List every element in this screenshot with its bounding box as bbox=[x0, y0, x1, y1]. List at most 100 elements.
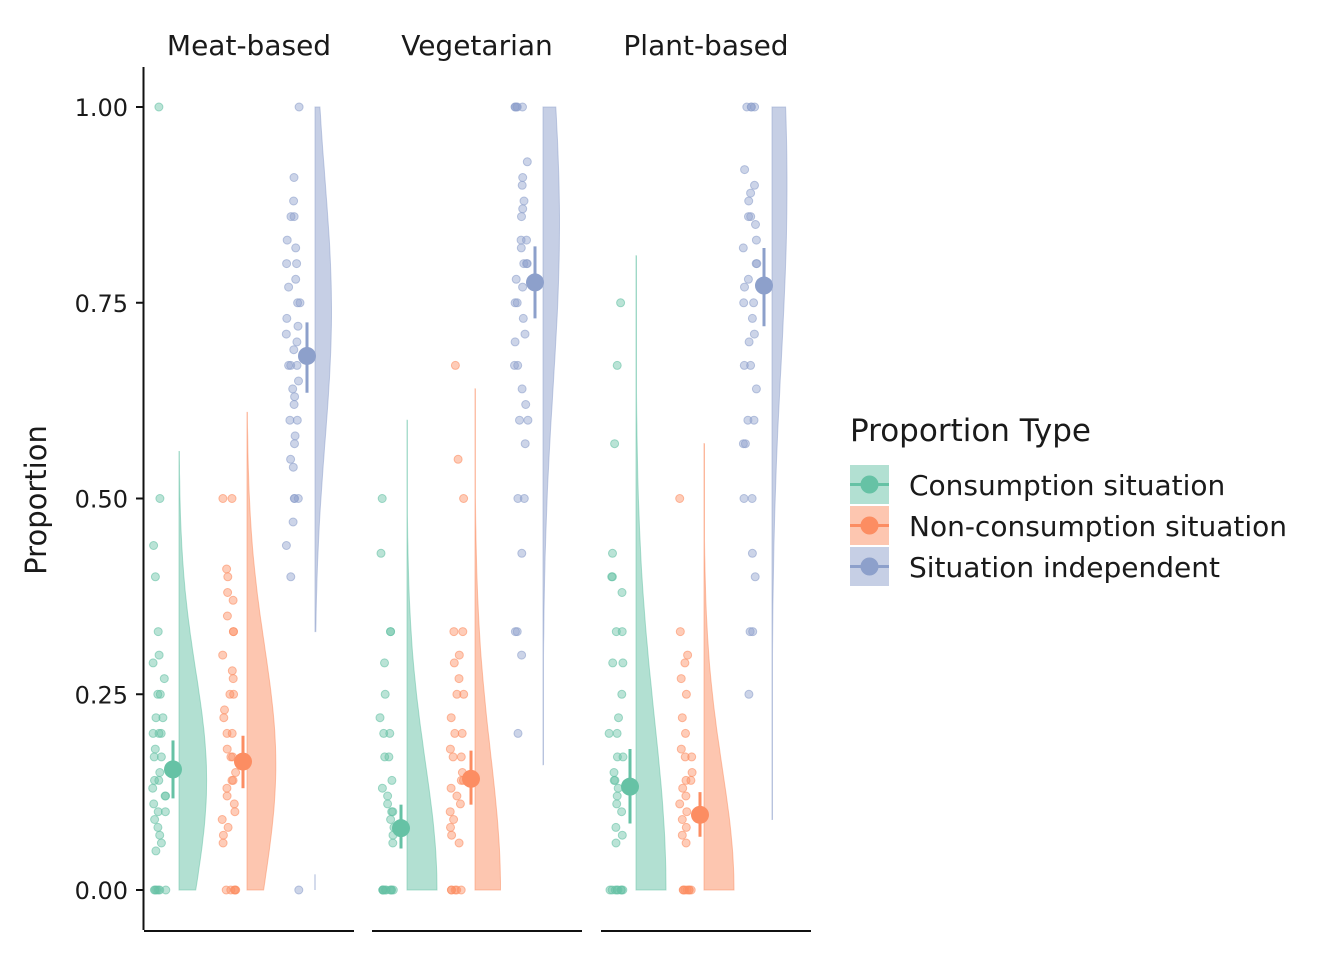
data-point bbox=[445, 807, 455, 817]
data-point bbox=[282, 313, 292, 323]
data-point bbox=[222, 744, 232, 754]
data-point bbox=[294, 885, 304, 895]
data-point bbox=[225, 689, 235, 699]
data-point bbox=[380, 689, 390, 699]
data-point bbox=[517, 548, 527, 558]
data-point bbox=[449, 627, 459, 637]
panel-meat-based: Meat-based bbox=[144, 29, 354, 932]
data-point bbox=[682, 807, 692, 817]
mean-point bbox=[234, 752, 252, 771]
density-half-violin bbox=[246, 411, 277, 891]
data-point bbox=[149, 752, 159, 762]
data-point bbox=[516, 243, 526, 253]
data-point bbox=[746, 212, 756, 222]
data-point bbox=[617, 807, 627, 817]
data-point bbox=[612, 360, 622, 370]
data-point bbox=[217, 815, 227, 824]
data-point bbox=[676, 744, 686, 754]
y-axis: 0.00 0.25 0.50 0.75 1.00 bbox=[75, 67, 145, 930]
data-point bbox=[282, 235, 292, 245]
data-point bbox=[229, 799, 239, 809]
data-point bbox=[517, 384, 527, 394]
data-point bbox=[746, 102, 756, 112]
data-point bbox=[454, 838, 464, 848]
data-point bbox=[377, 783, 387, 793]
data-point bbox=[153, 689, 163, 699]
data-point bbox=[751, 384, 761, 394]
data-point bbox=[751, 220, 760, 229]
series-non-consumption-situation-vegetarian bbox=[445, 360, 501, 895]
data-point bbox=[612, 728, 622, 738]
data-point bbox=[748, 627, 758, 637]
series-non-consumption-situation-plant-based bbox=[675, 443, 735, 895]
data-point bbox=[293, 298, 303, 308]
panel-vegetarian: Vegetarian bbox=[372, 29, 582, 932]
series-consumption-situation-plant-based bbox=[604, 255, 667, 895]
data-point bbox=[455, 799, 465, 809]
data-point bbox=[220, 705, 229, 715]
data-point bbox=[454, 674, 464, 684]
legend-label: Consumption situation bbox=[909, 469, 1225, 502]
data-point bbox=[459, 494, 469, 503]
data-point bbox=[611, 822, 621, 832]
data-point bbox=[459, 689, 469, 699]
mean-point bbox=[164, 760, 182, 779]
data-point bbox=[681, 791, 691, 801]
data-point bbox=[228, 595, 238, 605]
data-point bbox=[291, 243, 301, 253]
data-point bbox=[744, 212, 753, 222]
data-point bbox=[449, 815, 459, 824]
data-point bbox=[750, 180, 759, 190]
data-point bbox=[517, 180, 527, 190]
data-point bbox=[517, 650, 527, 660]
data-point bbox=[295, 298, 305, 308]
data-point bbox=[749, 329, 759, 339]
data-point bbox=[289, 345, 299, 355]
data-point bbox=[612, 799, 622, 809]
data-point bbox=[156, 838, 166, 848]
density-half-violin bbox=[406, 419, 438, 891]
data-point bbox=[739, 360, 749, 370]
data-point bbox=[518, 204, 528, 214]
data-point bbox=[286, 572, 296, 582]
series-non-consumption-situation-meat-based bbox=[217, 411, 277, 895]
data-point bbox=[750, 572, 760, 582]
data-point bbox=[445, 744, 455, 754]
data-point bbox=[385, 728, 395, 738]
data-point bbox=[510, 360, 519, 370]
data-point bbox=[388, 838, 398, 848]
data-point bbox=[293, 321, 303, 331]
data-point bbox=[519, 259, 529, 269]
y-tick-label: 0.50 bbox=[75, 486, 128, 514]
data-point bbox=[747, 313, 757, 323]
legend: Proportion Type Consumption situation Non… bbox=[850, 413, 1287, 586]
data-point bbox=[288, 384, 298, 394]
mean-point bbox=[392, 819, 410, 838]
data-point bbox=[675, 627, 685, 637]
data-point bbox=[448, 752, 458, 762]
data-point bbox=[608, 658, 618, 668]
data-point bbox=[375, 713, 385, 723]
data-point bbox=[616, 885, 626, 895]
panel-title: Vegetarian bbox=[401, 29, 553, 62]
data-point bbox=[518, 282, 528, 292]
data-point bbox=[150, 815, 160, 824]
data-point bbox=[218, 838, 228, 848]
data-point bbox=[739, 298, 749, 308]
data-point bbox=[218, 830, 228, 840]
data-point bbox=[677, 830, 687, 840]
data-point bbox=[513, 494, 523, 503]
data-point bbox=[743, 274, 753, 284]
data-point bbox=[446, 783, 456, 793]
data-point bbox=[289, 196, 299, 206]
data-point bbox=[223, 588, 233, 597]
data-point bbox=[447, 830, 457, 840]
data-point bbox=[154, 728, 164, 738]
data-point bbox=[746, 360, 756, 370]
data-point bbox=[230, 885, 240, 895]
data-point bbox=[285, 415, 295, 425]
data-point bbox=[228, 627, 238, 637]
series-situation-independent-plant-based bbox=[738, 102, 788, 821]
data-point bbox=[740, 439, 750, 449]
data-point bbox=[155, 830, 165, 840]
